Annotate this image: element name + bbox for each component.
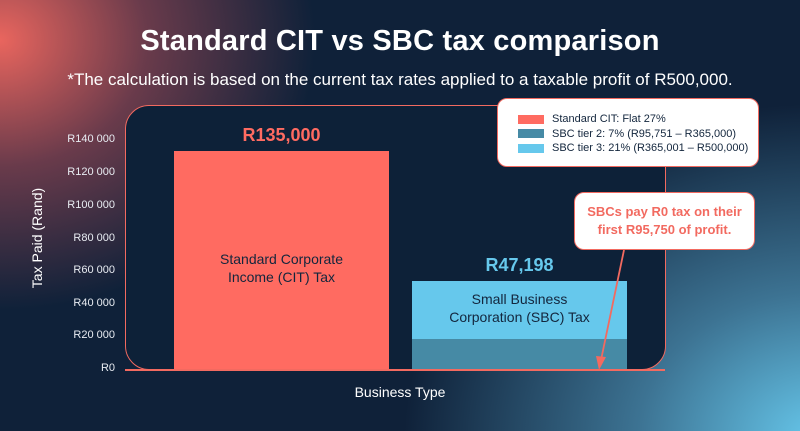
legend-swatch-cit <box>518 114 544 124</box>
y-tick-20000: R20 000 <box>73 329 115 341</box>
callout-line2: first R95,750 of profit. <box>597 222 732 237</box>
legend: Standard CIT: Flat 27% SBC tier 2: 7% (R… <box>497 98 759 167</box>
legend-item-sbc-tier3[interactable]: SBC tier 3: 21% (R365,001 – R500,000) <box>518 141 758 156</box>
legend-swatch-sbc-tier3 <box>518 143 544 153</box>
y-tick-100000: R100 000 <box>67 199 115 211</box>
y-tick-120000: R120 000 <box>67 166 115 178</box>
y-tick-80000: R80 000 <box>73 232 115 244</box>
sbc-bar-tier2-segment[interactable] <box>412 339 627 370</box>
sbc-value-label: R47,198 <box>485 255 554 275</box>
cit-bar-label: Standard Corporate Income (CIT) Tax <box>174 250 389 286</box>
sbc-bar-label: Small Business Corporation (SBC) Tax <box>412 290 627 326</box>
cit-bar-label-line1: Standard Corporate <box>220 251 343 267</box>
legend-item-standard-cit[interactable]: Standard CIT: Flat 27% <box>518 112 758 127</box>
legend-label-cit: Standard CIT: Flat 27% <box>552 113 666 126</box>
legend-label-sbc-tier3: SBC tier 3: 21% (R365,001 – R500,000) <box>552 142 749 155</box>
y-tick-140000: R140 000 <box>67 133 115 145</box>
sbc-bar-tier3-segment[interactable] <box>412 281 627 339</box>
cit-bar[interactable] <box>174 151 389 370</box>
chart-subtitle: *The calculation is based on the current… <box>67 70 733 89</box>
cit-value-label: R135,000 <box>242 125 321 145</box>
y-tick-60000: R60 000 <box>73 264 115 276</box>
x-axis-baseline <box>125 369 665 371</box>
x-axis-title: Business Type <box>354 384 446 400</box>
y-axis-title: Tax Paid (Rand) <box>29 187 45 289</box>
cit-bar-label-line2: Income (CIT) Tax <box>227 269 336 285</box>
legend-swatch-sbc-tier2 <box>518 129 544 139</box>
sbc-bar-label-line1: Small Business <box>471 291 568 307</box>
chart-title: Standard CIT vs SBC tax comparison <box>140 25 660 57</box>
sbc-bar-label-line2: Corporation (SBC) Tax <box>449 309 590 325</box>
y-tick-0: R0 <box>100 362 115 374</box>
callout-line1: SBCs pay R0 tax on their <box>587 204 742 219</box>
legend-label-sbc-tier2: SBC tier 2: 7% (R95,751 – R365,000) <box>552 127 737 140</box>
annotation-callout: SBCs pay R0 tax on their first R95,750 o… <box>574 192 755 250</box>
legend-item-sbc-tier2[interactable]: SBC tier 2: 7% (R95,751 – R365,000) <box>518 127 758 142</box>
y-tick-40000: R40 000 <box>73 297 115 309</box>
